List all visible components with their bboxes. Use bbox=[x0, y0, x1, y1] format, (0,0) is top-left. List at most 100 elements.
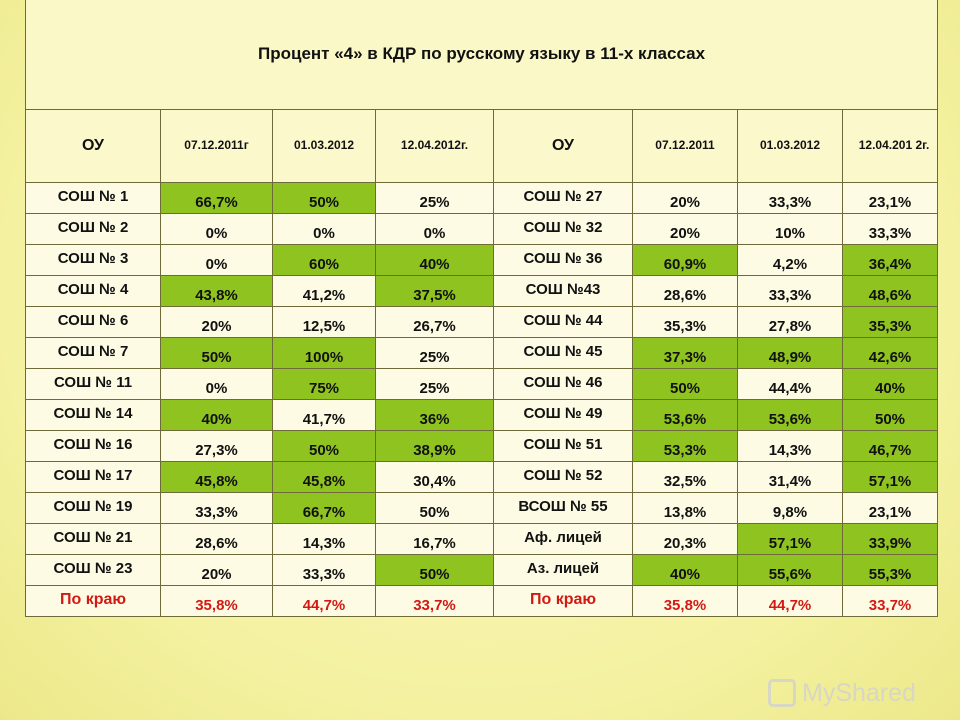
percent-cell: 46,7% bbox=[841, 430, 939, 462]
percent-cell: 13,8% bbox=[632, 492, 738, 524]
percent-cell: 50% bbox=[375, 554, 494, 586]
percent-cell: 48,6% bbox=[841, 275, 939, 307]
table-row: СОШ № 4 43,8% 41,2% 37,5% СОШ №43 28,6% 33,3% 4… bbox=[25, 275, 939, 307]
school-name: СОШ № 36 bbox=[493, 244, 633, 276]
percent-cell: 32,5% bbox=[632, 461, 738, 493]
table-row: СОШ № 17 45,8% 45,8% 30,4% СОШ № 52 32,5% 31,4… bbox=[25, 461, 939, 493]
school-name: СОШ № 7 bbox=[25, 337, 161, 369]
school-name: СОШ № 19 bbox=[25, 492, 161, 524]
percent-cell: 45,8% bbox=[160, 461, 273, 493]
percent-cell: 28,6% bbox=[632, 275, 738, 307]
school-name: СОШ № 17 bbox=[25, 461, 161, 493]
percent-cell: 33,3% bbox=[737, 275, 843, 307]
percent-cell: 35,3% bbox=[632, 306, 738, 338]
percent-cell: 41,7% bbox=[272, 399, 376, 431]
header-date-3-left: 12.04.2012г. bbox=[375, 109, 494, 183]
percent-cell: 20% bbox=[632, 182, 738, 214]
table-row: СОШ № 14 40% 41,7% 36% СОШ № 49 53,6% 53,6% 50% bbox=[25, 399, 939, 431]
percent-cell: 41,2% bbox=[272, 275, 376, 307]
percent-cell: 16,7% bbox=[375, 523, 494, 555]
school-name: СОШ № 51 bbox=[493, 430, 633, 462]
school-name: СОШ № 3 bbox=[25, 244, 161, 276]
header-date-2-right: 01.03.2012 bbox=[737, 109, 843, 183]
percent-cell: 44,4% bbox=[737, 368, 843, 400]
percent-cell: 30,4% bbox=[375, 461, 494, 493]
table-row: СОШ № 1 66,7% 50% 25% СОШ № 27 20% 33,3% 23,1% bbox=[25, 182, 939, 214]
percent-cell: 23,1% bbox=[841, 492, 939, 524]
logo-icon bbox=[768, 679, 796, 707]
total-percent-cell: 33,7% bbox=[375, 585, 494, 617]
percent-cell: 40% bbox=[841, 368, 939, 400]
table-row: СОШ № 2 0% 0% 0% СОШ № 32 20% 10% 33,3% bbox=[25, 213, 939, 245]
school-name: СОШ № 11 bbox=[25, 368, 161, 400]
header-ou-left: ОУ bbox=[25, 109, 161, 183]
percent-cell: 50% bbox=[632, 368, 738, 400]
percent-cell: 0% bbox=[272, 213, 376, 245]
percent-cell: 33,3% bbox=[272, 554, 376, 586]
school-name: СОШ № 21 bbox=[25, 523, 161, 555]
percent-cell: 23,1% bbox=[841, 182, 939, 214]
percent-cell: 60% bbox=[272, 244, 376, 276]
percent-cell: 0% bbox=[160, 213, 273, 245]
percent-cell: 42,6% bbox=[841, 337, 939, 369]
school-name: СОШ № 44 bbox=[493, 306, 633, 338]
school-name: СОШ № 1 bbox=[25, 182, 161, 214]
total-percent-cell: 44,7% bbox=[737, 585, 843, 617]
table-row: СОШ № 21 28,6% 14,3% 16,7% Аф. лицей 20,3% 57,… bbox=[25, 523, 939, 555]
percent-cell: 53,6% bbox=[737, 399, 843, 431]
percent-cell: 57,1% bbox=[737, 523, 843, 555]
percent-cell: 50% bbox=[272, 182, 376, 214]
percent-cell: 0% bbox=[160, 244, 273, 276]
percent-cell: 20,3% bbox=[632, 523, 738, 555]
table-row: СОШ № 11 0% 75% 25% СОШ № 46 50% 44,4% 40% bbox=[25, 368, 939, 400]
school-name: СОШ №43 bbox=[493, 275, 633, 307]
percent-cell: 25% bbox=[375, 182, 494, 214]
header-date-2-left: 01.03.2012 bbox=[272, 109, 376, 183]
percent-cell: 66,7% bbox=[272, 492, 376, 524]
total-row: По краю 35,8% 44,7% 33,7% По краю 35,8% 44,7% 3… bbox=[25, 585, 939, 617]
percent-cell: 35,3% bbox=[841, 306, 939, 338]
percent-cell: 33,3% bbox=[737, 182, 843, 214]
percent-cell: 37,5% bbox=[375, 275, 494, 307]
header-date-3-right: 12.04.201 2г. bbox=[841, 109, 939, 183]
percent-cell: 0% bbox=[160, 368, 273, 400]
table-row: СОШ № 6 20% 12,5% 26,7% СОШ № 44 35,3% 27,8% 35… bbox=[25, 306, 939, 338]
school-name: СОШ № 2 bbox=[25, 213, 161, 245]
school-name: СОШ № 46 bbox=[493, 368, 633, 400]
watermark-logo: MyShared bbox=[768, 678, 916, 708]
percent-cell: 20% bbox=[160, 554, 273, 586]
table-row: СОШ № 3 0% 60% 40% СОШ № 36 60,9% 4,2% 36,4% bbox=[25, 244, 939, 276]
percent-cell: 50% bbox=[841, 399, 939, 431]
total-percent-cell: 33,7% bbox=[841, 585, 939, 617]
percent-cell: 33,3% bbox=[160, 492, 273, 524]
percent-cell: 40% bbox=[375, 244, 494, 276]
header-row: ОУ 07.12.2011г 01.03.2012 12.04.2012г. О… bbox=[25, 109, 939, 183]
school-name: СОШ № 49 bbox=[493, 399, 633, 431]
percent-cell: 55,3% bbox=[841, 554, 939, 586]
percent-cell: 0% bbox=[375, 213, 494, 245]
table-row: СОШ № 16 27,3% 50% 38,9% СОШ № 51 53,3% 14,3% 4… bbox=[25, 430, 939, 462]
percent-cell: 60,9% bbox=[632, 244, 738, 276]
school-name: СОШ № 16 bbox=[25, 430, 161, 462]
total-percent-cell: 35,8% bbox=[160, 585, 273, 617]
percent-cell: 40% bbox=[160, 399, 273, 431]
school-name: Аф. лицей bbox=[493, 523, 633, 555]
percent-cell: 4,2% bbox=[737, 244, 843, 276]
table-row: СОШ № 23 20% 33,3% 50% Аз. лицей 40% 55,6% 55,3… bbox=[25, 554, 939, 586]
total-label: По краю bbox=[493, 585, 633, 617]
percent-cell: 48,9% bbox=[737, 337, 843, 369]
school-name: СОШ № 52 bbox=[493, 461, 633, 493]
percent-cell: 12,5% bbox=[272, 306, 376, 338]
percent-cell: 43,8% bbox=[160, 275, 273, 307]
percent-cell: 27,3% bbox=[160, 430, 273, 462]
percent-cell: 45,8% bbox=[272, 461, 376, 493]
percent-cell: 37,3% bbox=[632, 337, 738, 369]
percent-cell: 33,3% bbox=[841, 213, 939, 245]
school-name: СОШ № 4 bbox=[25, 275, 161, 307]
percent-cell: 57,1% bbox=[841, 461, 939, 493]
results-table: Процент «4» в КДР по русскому языку в 11… bbox=[24, 0, 939, 617]
percent-cell: 38,9% bbox=[375, 430, 494, 462]
percent-cell: 53,6% bbox=[632, 399, 738, 431]
school-name: Аз. лицей bbox=[493, 554, 633, 586]
percent-cell: 31,4% bbox=[737, 461, 843, 493]
